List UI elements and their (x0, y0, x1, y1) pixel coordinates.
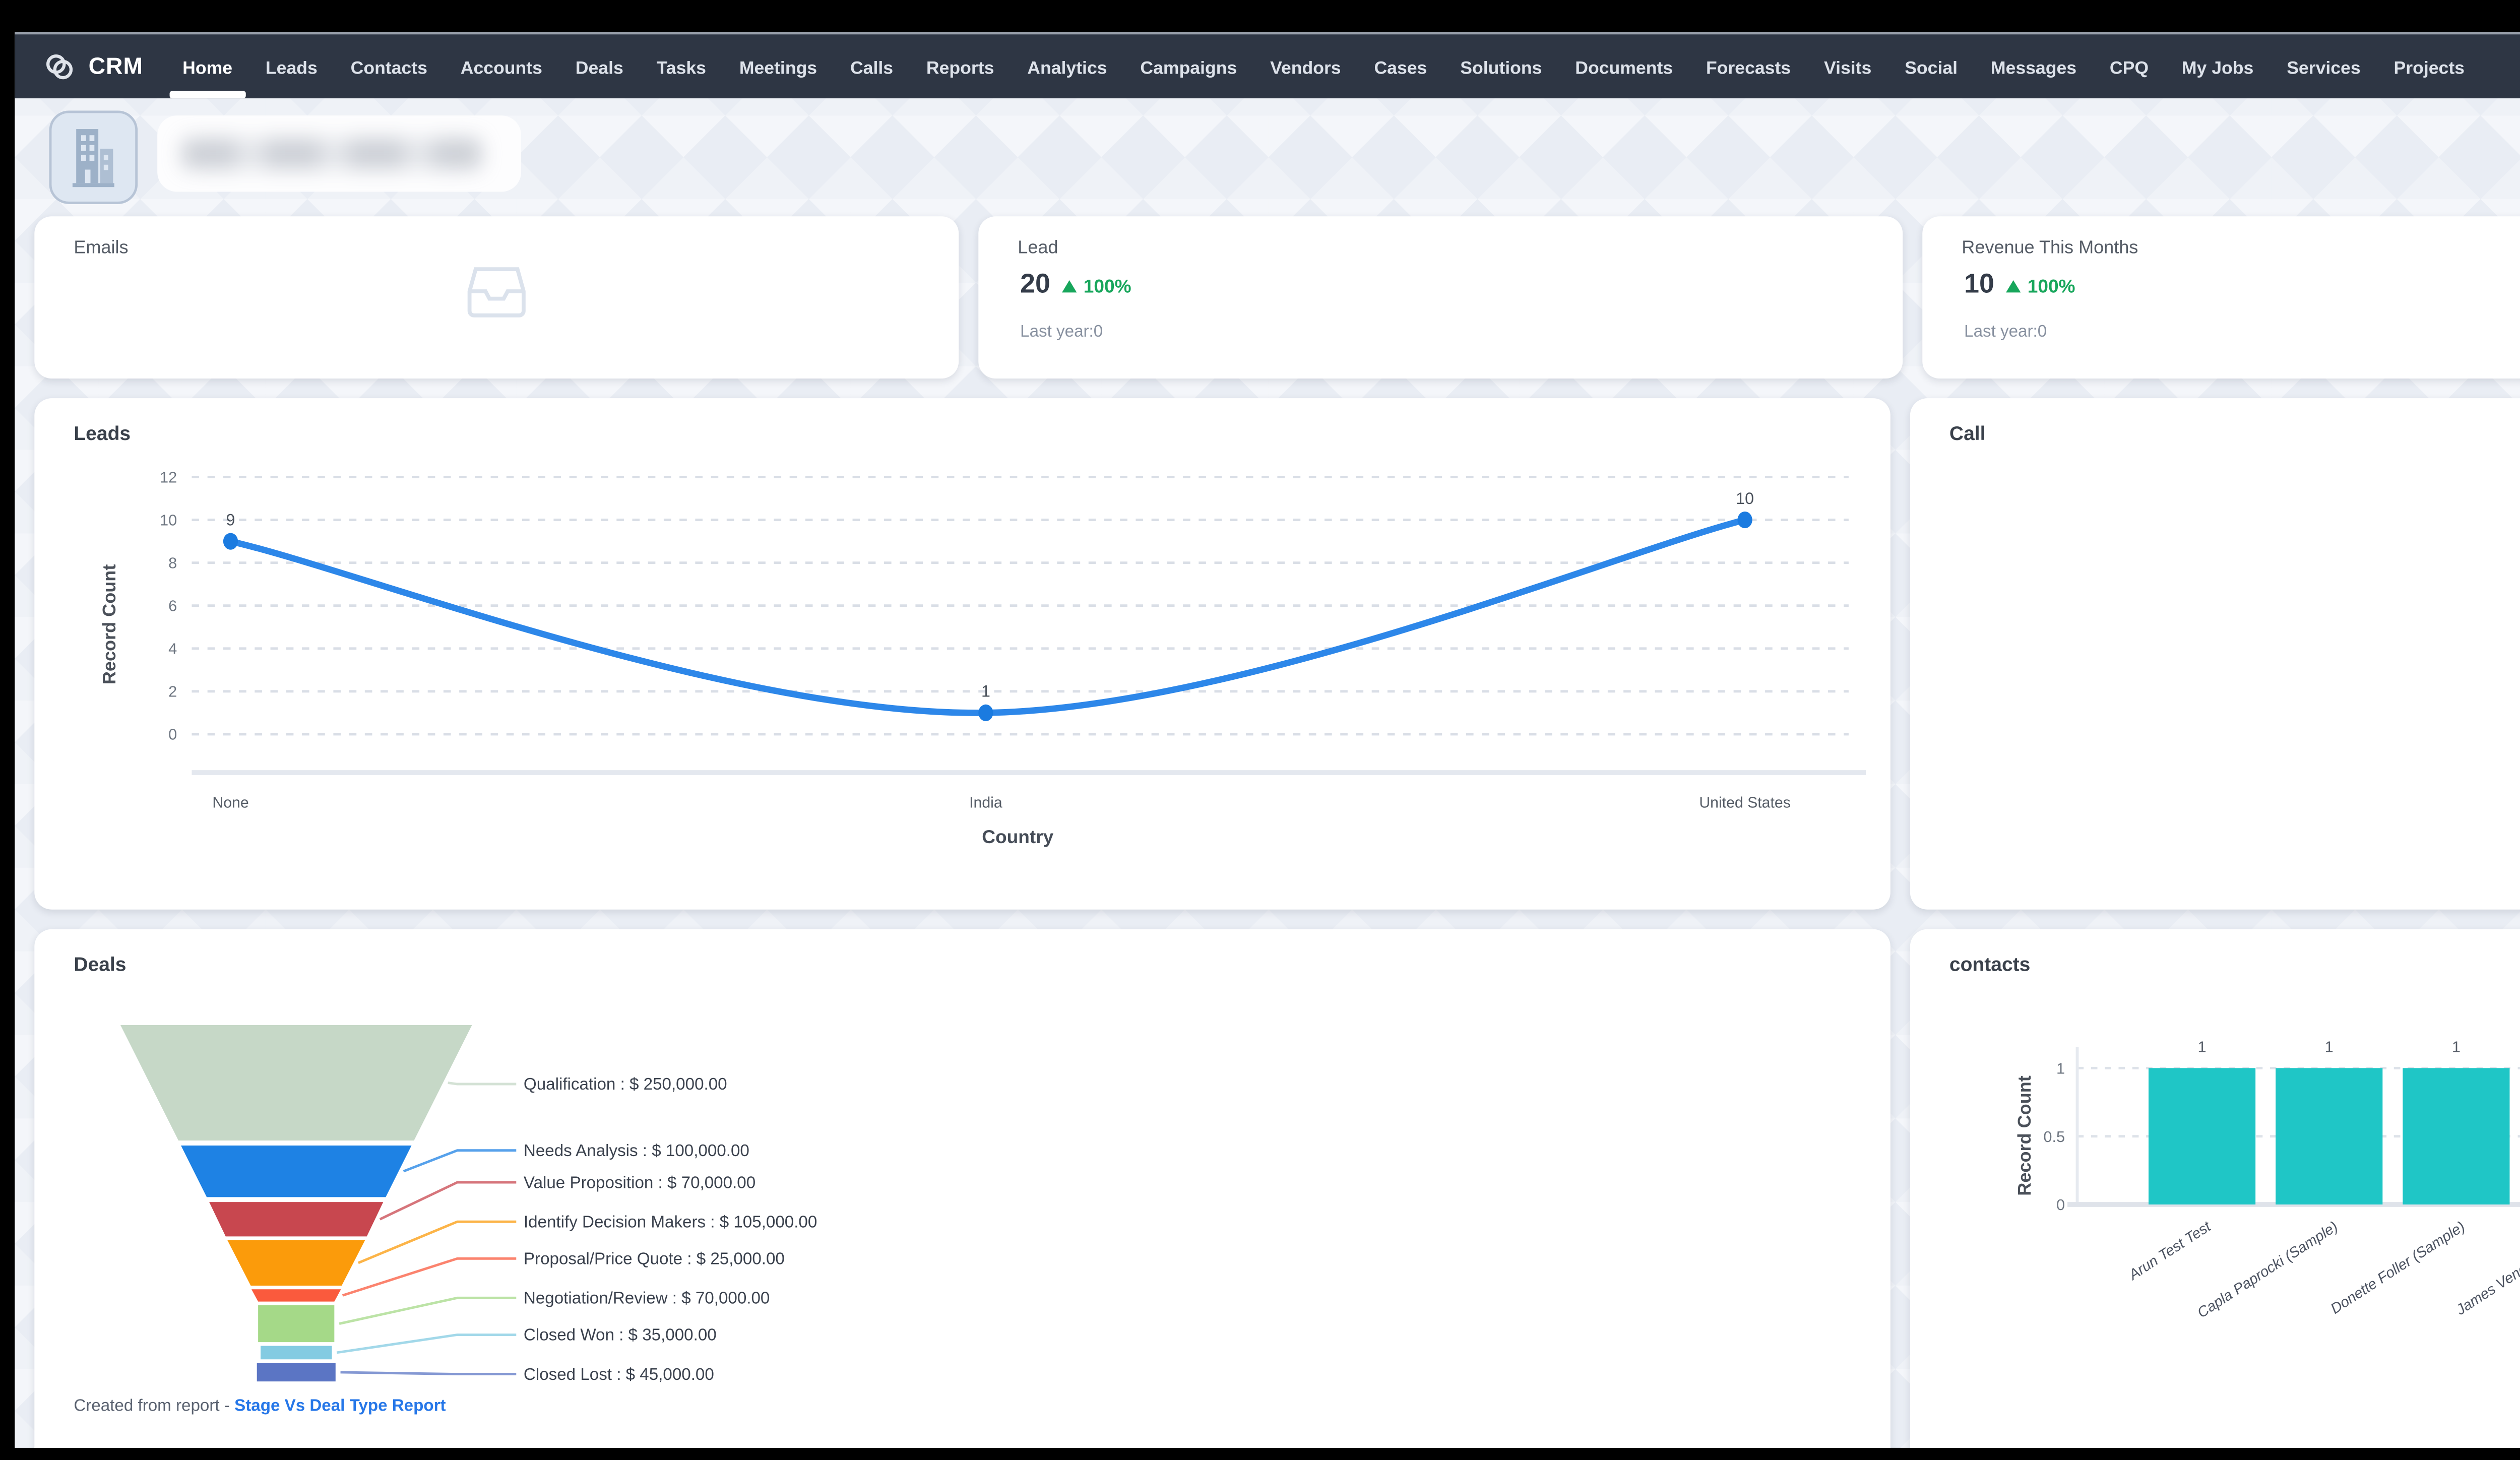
deals-chart-card: Qualification : $ 250,000.00 Needs Analys… (34, 929, 1891, 1448)
nav-item-reports[interactable]: Reports (926, 55, 994, 78)
chart-title-leads: Leads (74, 422, 131, 445)
building-icon (72, 129, 114, 187)
svg-text:1: 1 (2198, 1038, 2207, 1056)
svg-text:0: 0 (168, 726, 177, 743)
nav-item-documents[interactable]: Documents (1575, 55, 1673, 78)
nav-item-cases[interactable]: Cases (1374, 55, 1427, 78)
svg-text:Negotiation/Review : $ 70,000.: Negotiation/Review : $ 70,000.00 (524, 1289, 770, 1308)
nav-item-contacts[interactable]: Contacts (350, 55, 427, 78)
call-chart-card: Kris Marrier (Sample)1 (7.14 %)None13 (9… (1910, 398, 2520, 910)
kpi-delta-pct: 100% (1083, 274, 1131, 296)
svg-text:Capla Paprocki (Sample): Capla Paprocki (Sample) (2194, 1219, 2341, 1321)
nav-item-vendors[interactable]: Vendors (1270, 55, 1341, 78)
caption-prefix: Created from report - (74, 1399, 235, 1416)
nav-item-my-jobs[interactable]: My Jobs (2181, 55, 2254, 78)
svg-text:Arun Test Test: Arun Test Test (2125, 1218, 2215, 1284)
deals-funnel-chart[interactable]: Qualification : $ 250,000.00 Needs Analys… (34, 929, 1891, 1448)
svg-text:Record Count: Record Count (99, 564, 119, 685)
nav-item-tasks[interactable]: Tasks (656, 55, 707, 78)
leads-line-chart[interactable]: 0 2 4 6 8 10 12 9 1 10 None India United States Count… (34, 398, 1891, 910)
kpi-card-lead: Lead 20 100% Last year:0 (978, 216, 1903, 379)
svg-text:10: 10 (1736, 489, 1754, 507)
svg-text:Record Count: Record Count (2014, 1075, 2035, 1196)
svg-text:9: 9 (226, 511, 235, 529)
dashboard-header: Transfunnel ▼ ••• (15, 98, 2520, 216)
svg-text:1: 1 (2325, 1038, 2334, 1056)
svg-text:8: 8 (168, 554, 177, 572)
nav-item-solutions[interactable]: Solutions (1460, 55, 1542, 78)
org-badge[interactable] (49, 110, 138, 204)
nav-item-deals[interactable]: Deals (575, 55, 623, 78)
crm-window: CRM Home Leads Contacts Accounts Deals Tasks M… (15, 32, 2520, 1448)
kpi-delta-pct: 100% (2027, 274, 2075, 296)
dashboard-title-redacted (157, 115, 522, 192)
contacts-chart-card: 1 0.5 0 1 Arun Test Test 1 Capla Paprocki (Sam… (1910, 929, 2520, 1448)
svg-text:Proposal/Price Quote : $ 25,00: Proposal/Price Quote : $ 25,000.00 (524, 1250, 785, 1268)
svg-text:United States: United States (1699, 794, 1791, 811)
kpi-title: Emails (74, 236, 129, 259)
svg-text:0.5: 0.5 (2043, 1128, 2065, 1146)
nav-item-campaigns[interactable]: Campaigns (1140, 55, 1237, 78)
svg-text:Qualification : $ 250,000.00: Qualification : $ 250,000.00 (524, 1075, 727, 1094)
kpi-card-revenue: Revenue This Months 10 100% Last year:0 (1922, 216, 2520, 379)
nav-item-meetings[interactable]: Meetings (739, 55, 817, 78)
svg-text:1: 1 (2056, 1060, 2065, 1077)
kpi-card-emails: Emails (34, 216, 959, 379)
zoho-crm-logo[interactable]: CRM (44, 50, 143, 82)
redacted-text-blur (181, 138, 482, 170)
trend-up-icon (2006, 279, 2022, 291)
nav-menu: Home Leads Contacts Accounts Deals Tasks Meeti… (170, 34, 2465, 99)
svg-text:India: India (969, 794, 1002, 811)
crm-rings-icon (46, 53, 73, 78)
kpi-title: Lead (1018, 236, 1058, 259)
svg-text:12: 12 (160, 468, 177, 486)
contacts-bar-chart[interactable]: 1 0.5 0 1 Arun Test Test 1 Capla Paprocki (Sam… (1910, 929, 2520, 1448)
svg-text:Closed Lost : $ 45,000.00: Closed Lost : $ 45,000.00 (524, 1365, 714, 1384)
nav-item-analytics[interactable]: Analytics (1027, 55, 1107, 78)
nav-item-services[interactable]: Services (2287, 55, 2361, 78)
empty-inbox-icon (463, 266, 530, 332)
chart-title-deals: Deals (74, 954, 127, 976)
nav-item-accounts[interactable]: Accounts (460, 55, 542, 78)
kpi-footer: Last year:0 (1020, 324, 1103, 342)
trend-up-icon (1062, 279, 1078, 291)
brand-name: CRM (88, 52, 144, 80)
report-link[interactable]: Stage Vs Deal Type Report (234, 1399, 446, 1416)
svg-text:0: 0 (2056, 1196, 2065, 1214)
svg-text:Needs Analysis : $ 100,000.00: Needs Analysis : $ 100,000.00 (524, 1141, 749, 1160)
svg-text:6: 6 (168, 597, 177, 614)
svg-text:1: 1 (981, 682, 990, 701)
nav-item-home[interactable]: Home (170, 34, 246, 99)
nav-item-forecasts[interactable]: Forecasts (1706, 55, 1791, 78)
nav-item-messages[interactable]: Messages (1990, 55, 2077, 78)
call-pie-chart[interactable]: Kris Marrier (Sample)1 (7.14 %)None13 (9… (1910, 398, 2520, 910)
svg-text:Identify Decision Makers : $ 1: Identify Decision Makers : $ 105,000.00 (524, 1213, 817, 1231)
nav-item-calls[interactable]: Calls (850, 55, 894, 78)
svg-text:10: 10 (160, 511, 177, 529)
chart-title-contacts: contacts (1949, 954, 2031, 976)
report-caption: Created from report - Stage Vs Deal Type… (74, 1399, 446, 1416)
svg-text:1: 1 (2452, 1038, 2461, 1056)
chart-title-call: Call (1949, 422, 1986, 445)
nav-item-social[interactable]: Social (1905, 55, 1958, 78)
nav-item-cpq[interactable]: CPQ (2109, 55, 2149, 78)
nav-item-visits[interactable]: Visits (1823, 55, 1872, 78)
kpi-title: Revenue This Months (1962, 236, 2138, 259)
nav-item-projects[interactable]: Projects (2393, 55, 2465, 78)
top-navigation-bar: CRM Home Leads Contacts Accounts Deals Tasks M… (15, 32, 2520, 99)
leads-chart-card: 0 2 4 6 8 10 12 9 1 10 None India United States Count… (34, 398, 1891, 910)
svg-text:None: None (212, 794, 248, 811)
svg-text:4: 4 (168, 640, 177, 658)
svg-text:Country: Country (982, 826, 1053, 847)
svg-text:Closed Won : $ 35,000.00: Closed Won : $ 35,000.00 (524, 1326, 717, 1345)
kpi-value: 20 (1020, 270, 1050, 300)
nav-item-leads[interactable]: Leads (265, 55, 318, 78)
kpi-footer: Last year:0 (1964, 324, 2047, 342)
svg-text:2: 2 (168, 683, 177, 701)
svg-text:Value Proposition : $ 70,000.0: Value Proposition : $ 70,000.00 (524, 1173, 755, 1192)
kpi-value: 10 (1964, 270, 1994, 300)
svg-text:Donette Foller (Sample): Donette Foller (Sample) (2328, 1219, 2468, 1317)
